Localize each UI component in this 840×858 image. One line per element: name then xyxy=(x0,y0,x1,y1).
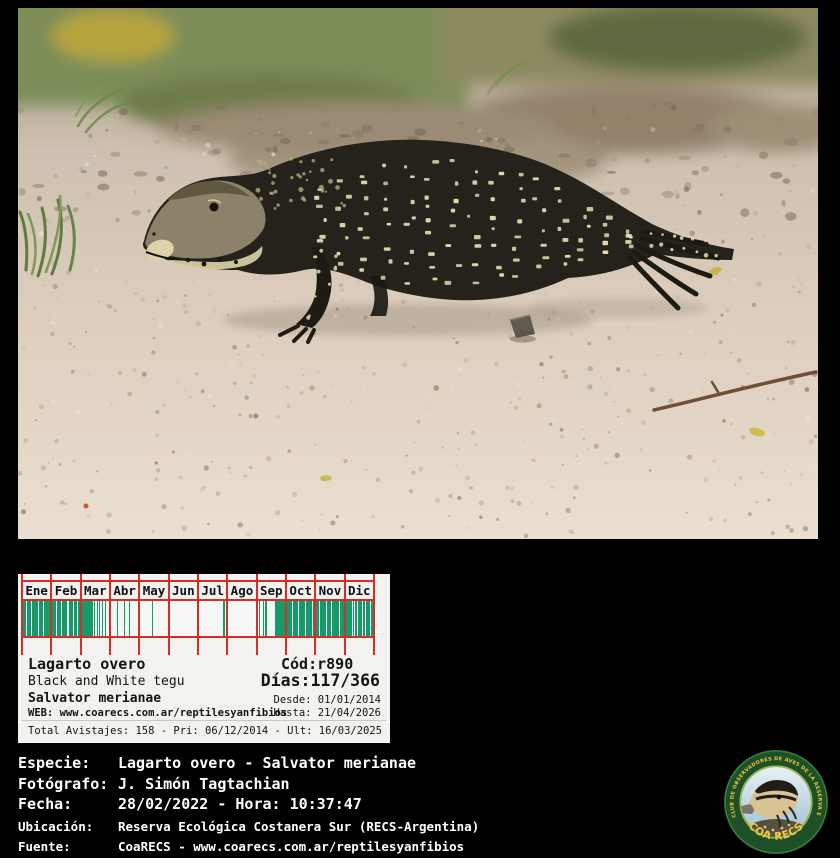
species-label: Especie: xyxy=(18,754,91,772)
calendar-month-ago: Ago xyxy=(227,580,257,638)
month-presence-bars xyxy=(227,601,257,638)
month-presence-bars xyxy=(22,601,52,638)
month-label: Nov xyxy=(315,580,345,601)
lizard-head xyxy=(145,180,266,259)
month-label: Jul xyxy=(197,580,228,601)
month-presence-calendar: Ene Feb Mar Abr May Jun Jul Ago Sep Oct Nov Dic xyxy=(21,574,375,655)
month-presence-bars xyxy=(168,601,198,638)
duck-head-icon xyxy=(741,779,808,837)
coa-recs-logo: CLUB DE OBSERVADORES DE AVES DE LA RESER… xyxy=(723,749,829,855)
location-row: Ubicación: Reserva Ecológica Costanera S… xyxy=(18,817,713,837)
photographer-row: Fotógrafo: J. Simón Tagtachian xyxy=(18,774,713,795)
neck-mottling xyxy=(255,156,347,210)
species-code: Cód:r890 xyxy=(281,655,354,673)
calendar-month-jul: Jul xyxy=(197,580,228,638)
month-label: Sep xyxy=(256,580,286,601)
month-label: Abr xyxy=(109,580,140,601)
body-spot-bands xyxy=(313,159,634,285)
calendar-month-oct: Oct xyxy=(285,580,316,638)
common-name: Lagarto overo xyxy=(28,655,146,673)
photographer-value: J. Simón Tagtachian xyxy=(118,774,290,793)
month-presence-bars xyxy=(344,601,374,638)
calendar-month-abr: Abr xyxy=(109,580,140,638)
card-divider xyxy=(22,720,386,721)
wildlife-photo xyxy=(18,8,818,539)
month-label: Feb xyxy=(51,580,81,601)
month-label: Ene xyxy=(22,580,52,601)
english-name: Black and White tegu xyxy=(28,674,185,689)
calendar-month-nov: Nov xyxy=(315,580,345,638)
month-label: Mar xyxy=(80,580,110,601)
tail-spots xyxy=(649,232,720,258)
lizard-eye xyxy=(209,202,219,212)
calendar-month-jun: Jun xyxy=(168,580,198,638)
month-presence-bars xyxy=(197,601,228,638)
month-presence-bars xyxy=(51,601,81,638)
month-label: Ago xyxy=(227,580,257,601)
photographer-label: Fotógrafo: xyxy=(18,774,109,793)
date-row: Fecha: 28/02/2022 - Hora: 10:37:47 xyxy=(18,794,713,815)
month-label: Jun xyxy=(168,580,198,601)
scientific-name: Salvator merianae xyxy=(28,691,162,706)
species-row: Especie: Lagarto overo - Salvator merian… xyxy=(18,753,713,774)
twig xyxy=(652,370,818,412)
source-label: Fuente: xyxy=(18,839,71,854)
grass-tufts xyxy=(18,61,527,278)
source-row: Fuente: CoaRECS - www.coarecs.com.ar/rep… xyxy=(18,837,713,857)
gravel-speckles xyxy=(18,117,818,539)
leg-speckles xyxy=(306,248,338,320)
days-count: Días:117/366 xyxy=(260,671,380,690)
hind-foot-toes xyxy=(627,229,721,311)
sighting-record-card: Ene Feb Mar Abr May Jun Jul Ago Sep Oct Nov Dic Lag… xyxy=(18,574,390,743)
location-label: Ubicación: xyxy=(18,819,94,834)
since-date: Desde: 01/01/2014 xyxy=(273,694,381,706)
calendar-month-feb: Feb xyxy=(51,580,81,638)
lizard-body xyxy=(142,139,734,301)
month-presence-bars xyxy=(256,601,286,638)
date-label: Fecha: xyxy=(18,795,73,813)
month-presence-bars xyxy=(80,601,110,638)
website-link[interactable]: WEB: www.coarecs.com.ar/reptilesyanfibio… xyxy=(28,707,288,719)
front-foot-toes xyxy=(278,324,316,344)
month-label: May xyxy=(139,580,169,601)
calendar-month-dic: Dic xyxy=(344,580,374,638)
month-presence-bars xyxy=(285,601,316,638)
caption-panel: Especie: Lagarto overo - Salvator merian… xyxy=(18,753,713,857)
chin-spots xyxy=(185,257,238,267)
calendar-month-sep: Sep xyxy=(256,580,286,638)
blurred-background xyxy=(18,8,818,192)
calendar-month-ene: Ene xyxy=(22,580,52,638)
species-value: Lagarto overo - Salvator merianae xyxy=(118,754,417,772)
tegu-lizard xyxy=(142,139,734,344)
date-value: 28/02/2022 - Hora: 10:37:47 xyxy=(118,795,362,813)
tegu-photo-illustration xyxy=(18,8,818,539)
month-presence-bars xyxy=(109,601,140,638)
month-presence-bars xyxy=(315,601,345,638)
until-date: Hasta: 21/04/2026 xyxy=(273,707,381,719)
calendar-month-may: May xyxy=(139,580,169,638)
month-label: Oct xyxy=(285,580,316,601)
source-value: CoaRECS - www.coarecs.com.ar/reptilesyan… xyxy=(118,839,465,854)
month-label: Dic xyxy=(344,580,374,601)
month-presence-bars xyxy=(139,601,169,638)
coa-recs-badge-icon: CLUB DE OBSERVADORES DE AVES DE LA RESER… xyxy=(723,749,828,854)
totals-line: Total Avistajes: 158 - Pri: 06/12/2014 -… xyxy=(28,725,383,737)
calendar-month-mar: Mar xyxy=(80,580,110,638)
front-leg xyxy=(296,246,332,328)
location-value: Reserva Ecológica Costanera Sur (RECS-Ar… xyxy=(118,819,480,834)
